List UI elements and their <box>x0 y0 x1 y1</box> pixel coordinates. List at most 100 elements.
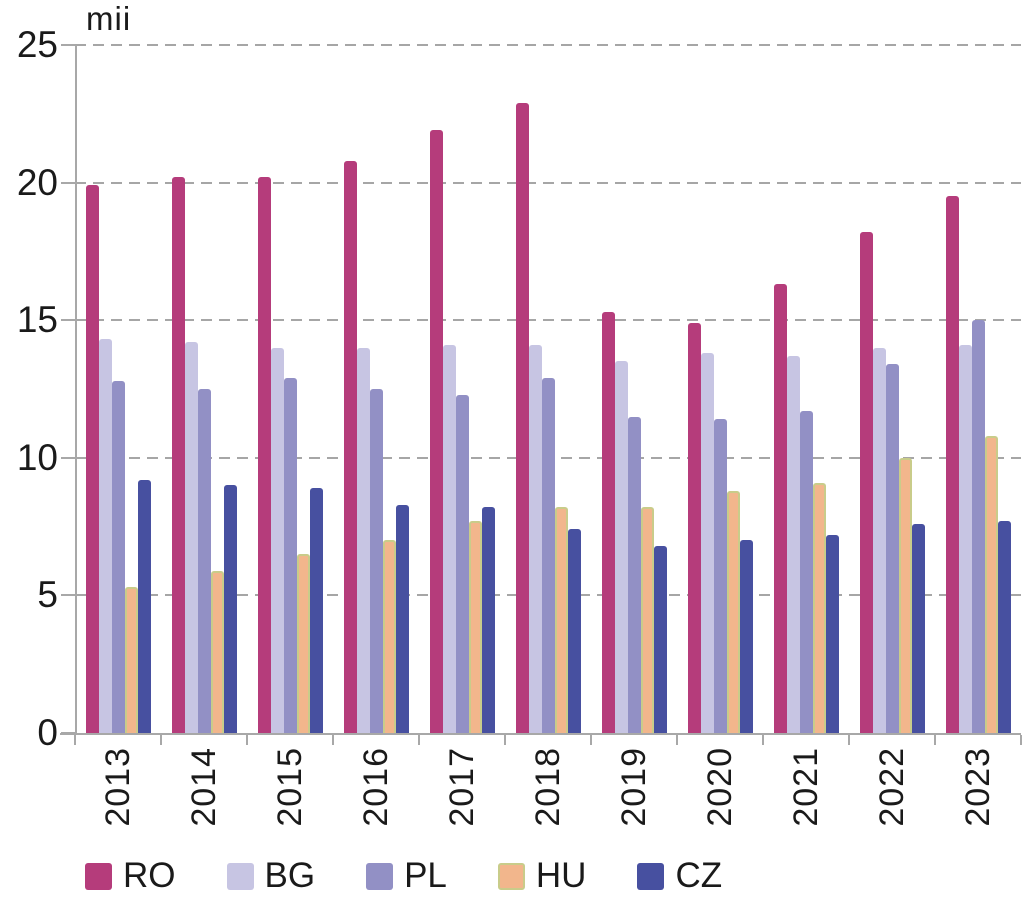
bar-CZ-2019 <box>653 545 667 733</box>
bar-CZ-2022 <box>911 523 925 733</box>
x-label-cell-2022: 2022 <box>849 747 935 837</box>
y-axis-title: mii <box>86 0 132 37</box>
x-tick-label-2021: 2021 <box>786 747 825 827</box>
gridline-20 <box>75 181 1021 184</box>
y-tick-mark-20 <box>61 181 75 184</box>
bar-CZ-2015 <box>309 488 323 733</box>
bar-PL-2021 <box>799 411 813 733</box>
legend-label-BG: BG <box>264 856 316 895</box>
x-tick-mark-1 <box>160 735 162 745</box>
legend-label-HU: HU <box>535 856 587 895</box>
bar-BG-2023 <box>958 344 972 733</box>
x-label-cell-2015: 2015 <box>247 747 333 837</box>
y-tick-label-25: 25 <box>16 24 58 65</box>
bar-HU-2013 <box>124 587 138 733</box>
legend: RO BG PL HU CZ <box>85 856 722 896</box>
x-label-cell-2014: 2014 <box>161 747 247 837</box>
legend-label-PL: PL <box>404 856 447 895</box>
y-tick-label-15: 15 <box>16 299 58 341</box>
x-tick-label-2022: 2022 <box>872 747 911 827</box>
bar-PL-2023 <box>971 320 985 733</box>
bar-group-2015 <box>247 45 333 733</box>
x-tick-label-2019: 2019 <box>614 747 653 827</box>
legend-swatch-BG <box>226 862 254 890</box>
bar-group-2016 <box>333 45 419 733</box>
bar-BG-2018 <box>528 344 542 733</box>
bar-group-2019 <box>591 45 677 733</box>
legend-swatch-CZ <box>637 862 665 890</box>
bar-group-2020 <box>677 45 763 733</box>
x-tick-mark-2 <box>246 735 248 745</box>
x-tick-label-2016: 2016 <box>356 747 395 827</box>
bar-CZ-2017 <box>481 507 495 733</box>
bar-HU-2016 <box>382 540 396 733</box>
bar-BG-2013 <box>98 339 112 733</box>
bar-PL-2016 <box>369 389 383 733</box>
legend-item-PL: PL <box>366 856 447 896</box>
x-tick-mark-7 <box>676 735 678 745</box>
bar-HU-2014 <box>210 570 224 733</box>
bar-RO-2014 <box>171 177 185 733</box>
x-label-cell-2013: 2013 <box>75 747 161 837</box>
bar-HU-2020 <box>726 490 740 733</box>
bar-CZ-2016 <box>395 504 409 733</box>
x-label-cell-2023: 2023 <box>935 747 1021 837</box>
bar-PL-2017 <box>455 394 469 733</box>
bar-HU-2017 <box>468 521 482 733</box>
x-tick-label-2015: 2015 <box>270 747 309 827</box>
bar-RO-2019 <box>601 311 615 733</box>
x-tick-mark-5 <box>504 735 506 745</box>
x-label-cell-2020: 2020 <box>677 747 763 837</box>
bar-BG-2017 <box>442 344 456 733</box>
legend-item-BG: BG <box>226 856 316 896</box>
bar-PL-2014 <box>197 389 211 733</box>
bar-group-2017 <box>419 45 505 733</box>
x-label-cell-2017: 2017 <box>419 747 505 837</box>
x-tick-mark-6 <box>590 735 592 745</box>
bar-RO-2022 <box>859 232 873 733</box>
plot-area <box>75 44 1021 733</box>
bar-BG-2016 <box>356 347 370 733</box>
bar-HU-2021 <box>812 482 826 733</box>
gridline-15 <box>75 319 1021 322</box>
bar-group-2014 <box>161 45 247 733</box>
bar-BG-2019 <box>614 361 628 733</box>
legend-swatch-HU <box>497 862 525 890</box>
x-axis-labels: 2013 2014 2015 2016 2017 2018 2019 2020 2021 2022… <box>75 747 1021 837</box>
x-tick-label-2017: 2017 <box>442 747 481 827</box>
y-tick-label-5: 5 <box>37 574 58 616</box>
bar-HU-2015 <box>296 554 310 733</box>
bar-RO-2020 <box>687 322 701 733</box>
bar-RO-2023 <box>945 196 959 733</box>
bar-RO-2017 <box>429 130 443 733</box>
legend-item-RO: RO <box>85 856 176 896</box>
legend-swatch-RO <box>85 862 112 890</box>
bar-BG-2014 <box>184 342 198 733</box>
y-tick-mark-0 <box>61 732 75 734</box>
bar-PL-2018 <box>541 378 555 733</box>
bar-CZ-2021 <box>825 534 839 733</box>
x-tick-mark-11 <box>1020 735 1022 745</box>
legend-swatch-PL <box>366 862 394 890</box>
bar-BG-2015 <box>270 347 284 733</box>
x-tick-mark-9 <box>848 735 850 745</box>
y-tick-label-20: 20 <box>16 161 58 203</box>
bar-CZ-2018 <box>567 529 581 733</box>
bar-group-2022 <box>849 45 935 733</box>
x-label-cell-2021: 2021 <box>763 747 849 837</box>
legend-item-HU: HU <box>497 856 587 896</box>
bar-CZ-2020 <box>739 540 753 733</box>
legend-label-CZ: CZ <box>675 856 723 895</box>
bar-HU-2023 <box>984 435 998 733</box>
x-tick-label-2023: 2023 <box>958 747 997 827</box>
bar-group-2013 <box>75 45 161 733</box>
x-tick-label-2018: 2018 <box>528 747 567 827</box>
bar-group-2023 <box>935 45 1021 733</box>
x-tick-mark-10 <box>934 735 936 745</box>
y-tick-mark-5 <box>61 594 75 597</box>
bar-RO-2021 <box>773 284 787 733</box>
x-label-cell-2019: 2019 <box>591 747 677 837</box>
bar-RO-2013 <box>85 185 99 733</box>
x-tick-mark-4 <box>418 735 420 745</box>
